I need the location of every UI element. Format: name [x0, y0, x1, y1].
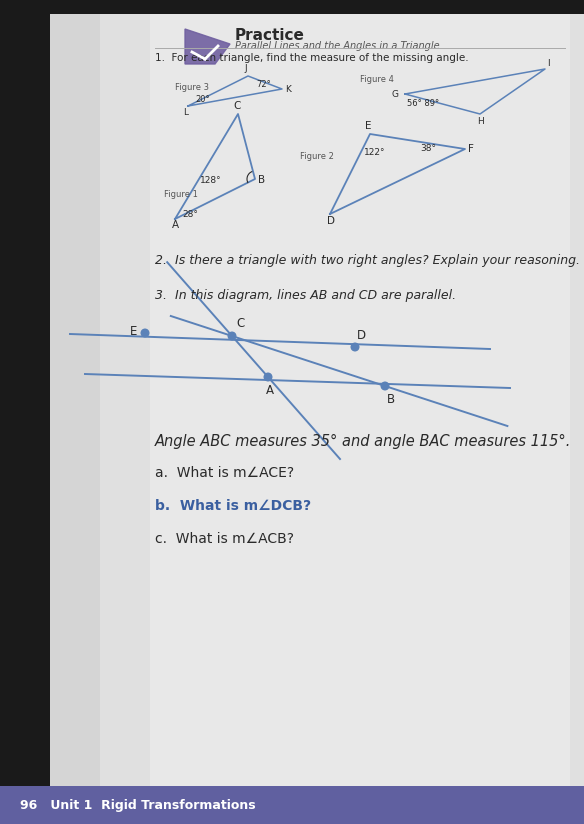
Text: A: A — [172, 220, 179, 230]
Circle shape — [228, 332, 236, 339]
Text: b.  What is m∠DCB?: b. What is m∠DCB? — [155, 499, 311, 513]
Text: Practice: Practice — [235, 28, 305, 43]
Text: A: A — [266, 384, 274, 397]
Bar — [100, 14, 584, 809]
Text: Figure 2: Figure 2 — [300, 152, 334, 161]
Text: B: B — [258, 175, 265, 185]
Text: 72°: 72° — [256, 79, 271, 88]
Circle shape — [141, 330, 149, 337]
Text: D: D — [357, 329, 366, 342]
Text: J: J — [245, 64, 247, 73]
Text: Figure 3: Figure 3 — [175, 82, 209, 91]
Circle shape — [381, 382, 389, 390]
Text: C: C — [236, 317, 244, 330]
Text: E: E — [130, 325, 137, 338]
Text: Figure 4: Figure 4 — [360, 74, 394, 83]
Bar — [0, 786, 584, 824]
Bar — [150, 14, 570, 809]
Circle shape — [264, 373, 272, 381]
Text: 2.  Is there a triangle with two right angles? Explain your reasoning.: 2. Is there a triangle with two right an… — [155, 254, 580, 267]
Text: E: E — [365, 121, 371, 131]
Text: F: F — [468, 144, 474, 154]
Text: 20°: 20° — [195, 95, 210, 104]
Text: 128°: 128° — [200, 176, 221, 185]
Polygon shape — [185, 29, 230, 64]
Text: C: C — [234, 101, 241, 111]
Text: Figure 1: Figure 1 — [164, 190, 198, 199]
Text: 56° 89°: 56° 89° — [407, 99, 439, 108]
Text: a.  What is m∠ACE?: a. What is m∠ACE? — [155, 466, 294, 480]
Text: 122°: 122° — [364, 148, 385, 157]
Text: 28°: 28° — [182, 209, 198, 218]
Text: K: K — [285, 85, 291, 93]
Circle shape — [351, 344, 359, 351]
Text: 96   Unit 1  Rigid Transformations: 96 Unit 1 Rigid Transformations — [20, 798, 256, 812]
Text: L: L — [183, 108, 188, 117]
Text: 3.  In this diagram, lines AB and CD are parallel.: 3. In this diagram, lines AB and CD are … — [155, 289, 456, 302]
Text: B: B — [387, 393, 395, 406]
Text: H: H — [477, 117, 484, 126]
Text: D: D — [327, 216, 335, 226]
Text: Parallel Lines and the Angles in a Triangle: Parallel Lines and the Angles in a Trian… — [235, 41, 440, 51]
Text: 38°: 38° — [420, 143, 436, 152]
Text: G: G — [392, 90, 399, 99]
Text: I: I — [547, 59, 550, 68]
Text: 1.  For each triangle, find the measure of the missing angle.: 1. For each triangle, find the measure o… — [155, 53, 468, 63]
Text: Angle ABC measures 35° and angle BAC measures 115°.: Angle ABC measures 35° and angle BAC mea… — [155, 434, 571, 449]
Text: c.  What is m∠ACB?: c. What is m∠ACB? — [155, 532, 294, 546]
